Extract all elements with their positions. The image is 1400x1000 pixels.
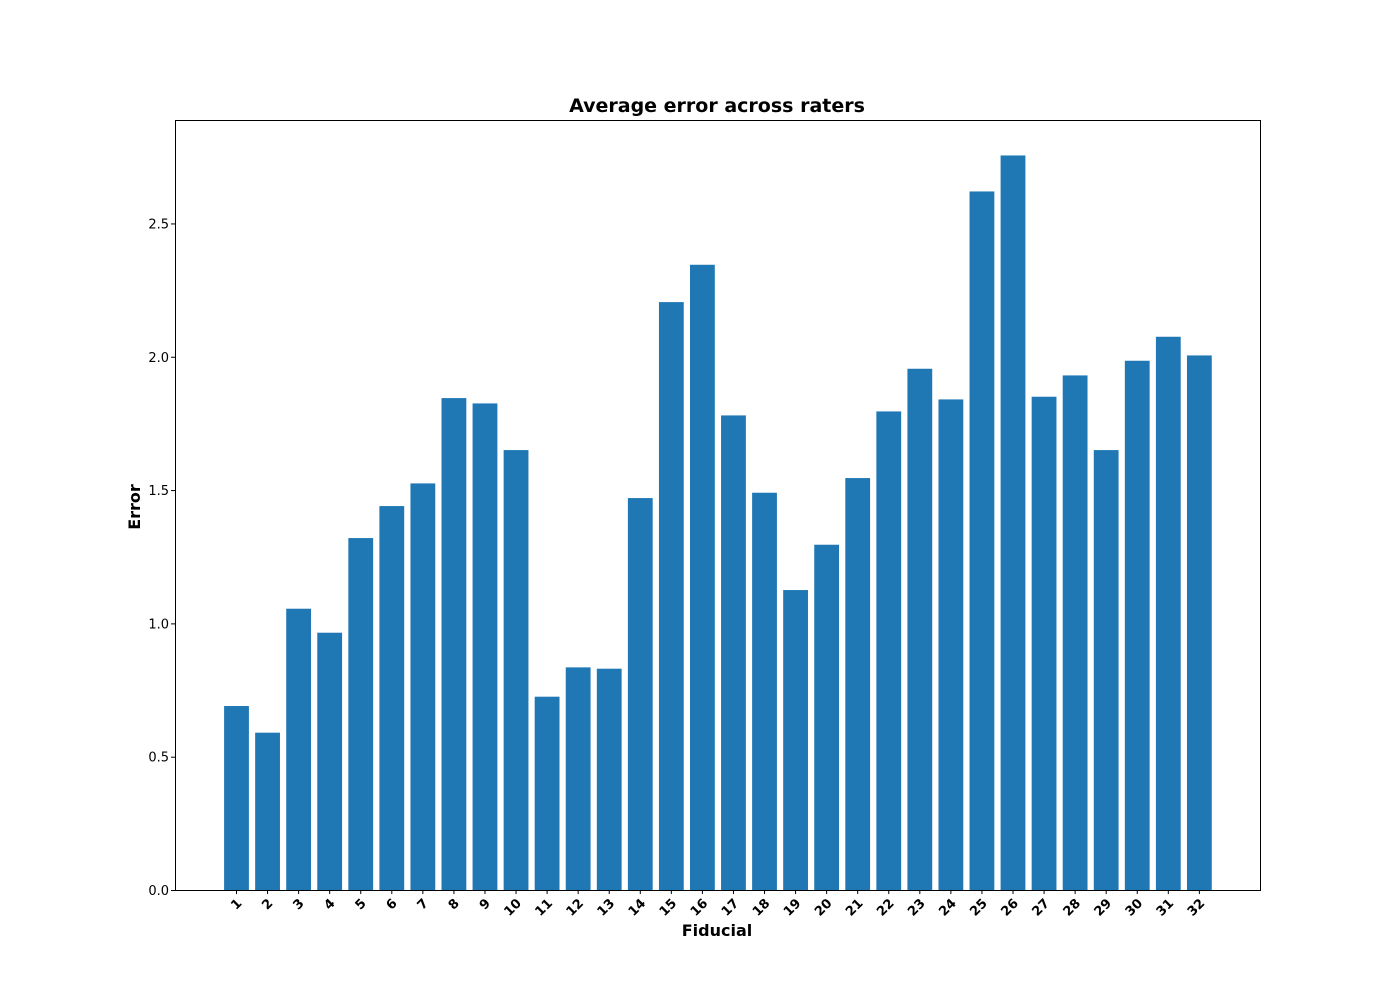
x-tick-label-18: 18 <box>750 896 773 919</box>
bar-28 <box>1062 375 1088 890</box>
x-axis-label: Fiducial <box>682 921 753 940</box>
x-tick-label-13: 13 <box>595 896 618 919</box>
x-tick-label-19: 19 <box>781 896 804 919</box>
x-tick-label-28: 28 <box>1061 896 1084 919</box>
bar-21 <box>845 478 871 890</box>
x-tick-label-29: 29 <box>1092 896 1115 919</box>
x-tick-label-6: 6 <box>384 896 401 913</box>
bar-23 <box>907 368 933 890</box>
x-tick-label-12: 12 <box>564 896 587 919</box>
x-tick-label-1: 1 <box>228 896 245 913</box>
x-tick-label-16: 16 <box>688 896 711 919</box>
bar-18 <box>752 492 777 890</box>
x-tick-label-7: 7 <box>415 896 432 913</box>
bar-32 <box>1186 355 1212 890</box>
bar-8 <box>441 398 467 890</box>
bar-16 <box>690 264 715 890</box>
x-tick-label-4: 4 <box>322 896 339 913</box>
x-tick-label-15: 15 <box>657 896 680 919</box>
bar-26 <box>1000 155 1026 890</box>
bar-22 <box>876 411 902 890</box>
bar-25 <box>969 191 995 890</box>
bar-9 <box>472 403 498 890</box>
x-tick-label-23: 23 <box>905 896 928 919</box>
y-tick-label: 2.5 <box>148 217 169 232</box>
x-tick-label-32: 32 <box>1185 896 1208 919</box>
x-tick-label-20: 20 <box>812 896 835 919</box>
bar-31 <box>1155 336 1181 890</box>
bar-29 <box>1093 450 1119 890</box>
bar-11 <box>534 696 560 890</box>
x-axis-ticks: 1 2 3 4 5 6 7 8 9 10 11 12 13 14 15 16 17 18 19 20 21 22 23 24 2… <box>228 890 1208 920</box>
x-tick-label-26: 26 <box>998 896 1021 919</box>
x-tick-label-31: 31 <box>1154 896 1177 919</box>
x-tick-label-17: 17 <box>719 896 742 919</box>
chart-title: Average error across raters <box>569 95 865 117</box>
bars-group <box>224 155 1212 891</box>
bar-6 <box>379 506 405 890</box>
bar-15 <box>658 302 684 891</box>
y-axis-ticks: 0.0 0.5 1.0 1.5 2.0 2.5 <box>148 217 175 899</box>
bar-10 <box>503 450 529 890</box>
bar-17 <box>721 415 746 890</box>
bar-1 <box>224 706 249 890</box>
bar-5 <box>348 538 374 890</box>
bar-30 <box>1124 360 1150 890</box>
y-tick-label: 0.0 <box>148 884 169 899</box>
y-tick-label: 2.0 <box>148 351 169 366</box>
bar-24 <box>938 399 964 890</box>
bar-19 <box>783 590 808 890</box>
x-tick-label-5: 5 <box>353 896 370 913</box>
y-axis-label: Error <box>125 484 144 530</box>
plot-frame <box>175 120 1261 891</box>
x-tick-label-30: 30 <box>1123 896 1146 919</box>
x-tick-label-21: 21 <box>843 896 866 919</box>
bar-27 <box>1031 396 1057 890</box>
x-tick-label-11: 11 <box>533 896 556 919</box>
y-tick-label: 1.0 <box>148 617 169 632</box>
bar-3 <box>286 608 312 890</box>
x-tick-label-25: 25 <box>967 896 990 919</box>
bar-7 <box>410 483 436 890</box>
x-tick-label-27: 27 <box>1029 896 1052 919</box>
x-tick-label-10: 10 <box>501 896 524 919</box>
x-tick-label-14: 14 <box>626 896 649 919</box>
x-tick-label-22: 22 <box>874 896 897 919</box>
bar-2 <box>255 732 280 890</box>
x-tick-label-24: 24 <box>936 896 959 919</box>
x-tick-label-3: 3 <box>290 896 307 913</box>
bar-12 <box>565 667 591 890</box>
bar-4 <box>317 632 343 890</box>
y-tick-label: 1.5 <box>148 484 169 499</box>
y-tick-label: 0.5 <box>148 751 169 766</box>
bar-20 <box>814 544 840 890</box>
bar-13 <box>596 668 622 890</box>
x-tick-label-9: 9 <box>477 896 494 913</box>
x-tick-label-8: 8 <box>446 896 463 913</box>
bar-14 <box>627 498 653 890</box>
x-tick-label-2: 2 <box>259 896 276 913</box>
